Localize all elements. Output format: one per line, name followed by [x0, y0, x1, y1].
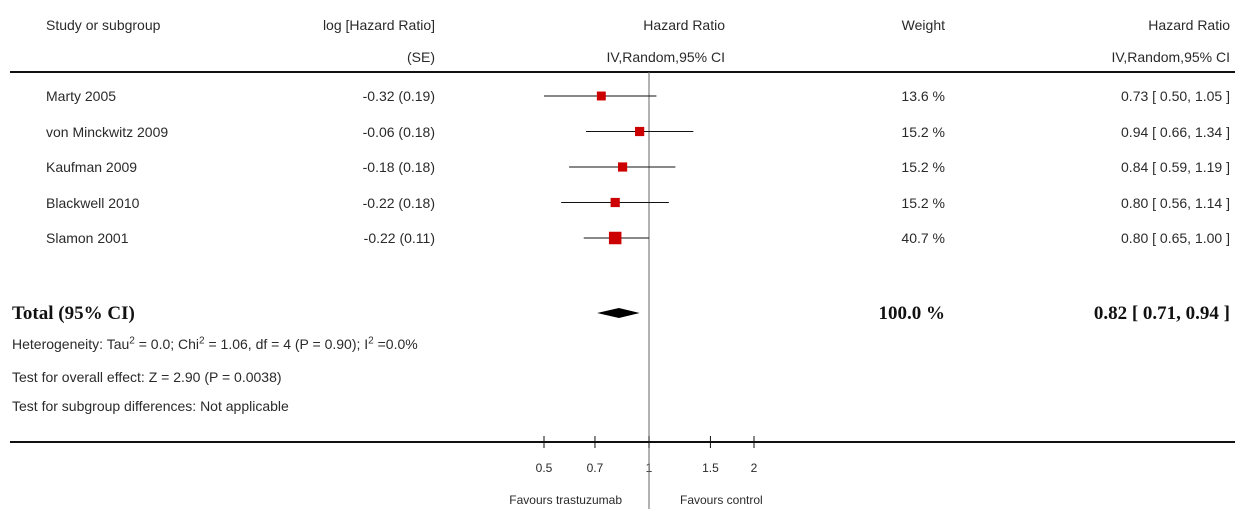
header-log-hr: log [Hazard Ratio] — [322, 17, 435, 33]
study-hr-ci: 0.94 [ 0.66, 1.34 ] — [1121, 123, 1230, 140]
study-log-hr-se: -0.22 (0.18) — [362, 194, 435, 211]
heterogeneity-text: Heterogeneity: Tau2 = 0.0; Chi2 = 1.06, … — [12, 335, 418, 352]
study-weight: 15.2 % — [901, 194, 945, 211]
study-marker — [617, 162, 628, 172]
study-name: von Minckwitz 2009 — [46, 123, 169, 140]
header-weight: Weight — [901, 17, 945, 33]
study-marker — [608, 231, 622, 245]
study-marker — [610, 197, 620, 208]
subgroup-differences-text: Test for subgroup differences: Not appli… — [12, 398, 289, 414]
header-hr-plot: Hazard Ratio — [643, 17, 725, 33]
x-tick-label: 0.7 — [586, 461, 604, 475]
x-tick-label: 2 — [750, 461, 758, 475]
x-tick-label: 0.5 — [535, 461, 553, 475]
study-log-hr-se: -0.06 (0.18) — [362, 123, 435, 140]
header-hr-ci: Hazard Ratio — [1148, 17, 1230, 33]
study-name: Slamon 2001 — [46, 230, 129, 246]
study-hr-ci: 0.84 [ 0.59, 1.19 ] — [1121, 159, 1230, 175]
favours-left-label: Favours trastuzumab — [509, 493, 622, 507]
total-weight: 100.0 % — [878, 303, 946, 324]
study-marker — [635, 126, 645, 137]
overall-effect-text: Test for overall effect: Z = 2.90 (P = 0… — [12, 369, 282, 385]
total-hr-ci: 0.82 [ 0.71, 0.94 ] — [1093, 303, 1230, 324]
study-weight: 15.2 % — [901, 123, 945, 140]
study-name: Kaufman 2009 — [46, 159, 138, 175]
study-weight: 15.2 % — [901, 159, 945, 175]
study-log-hr-se: -0.22 (0.11) — [363, 230, 435, 246]
header-study: Study or subgroup — [46, 17, 161, 33]
header-hr-ci-method: IV,Random,95% CI — [1111, 49, 1230, 65]
study-weight: 40.7 % — [901, 230, 945, 246]
study-log-hr-se: -0.32 (0.19) — [362, 88, 435, 104]
study-log-hr-se: -0.18 (0.18) — [362, 159, 435, 175]
study-hr-ci: 0.80 [ 0.56, 1.14 ] — [1121, 194, 1230, 211]
header-rule — [10, 71, 1235, 73]
study-marker — [596, 91, 606, 101]
pooled-diamond — [597, 308, 640, 318]
study-weight: 13.6 % — [901, 88, 945, 104]
header-hr-plot-method: IV,Random,95% CI — [606, 49, 725, 65]
study-name: Marty 2005 — [46, 88, 117, 104]
x-tick-label: 1.5 — [702, 461, 719, 475]
study-hr-ci: 0.73 [ 0.50, 1.05 ] — [1121, 88, 1230, 104]
favours-right-label: Favours control — [680, 493, 763, 507]
header-log-hr-se: (SE) — [407, 49, 435, 65]
total-label: Total (95% CI) — [12, 303, 135, 324]
study-hr-ci: 0.80 [ 0.65, 1.00 ] — [1121, 230, 1230, 246]
study-name: Blackwell 2010 — [46, 194, 140, 211]
